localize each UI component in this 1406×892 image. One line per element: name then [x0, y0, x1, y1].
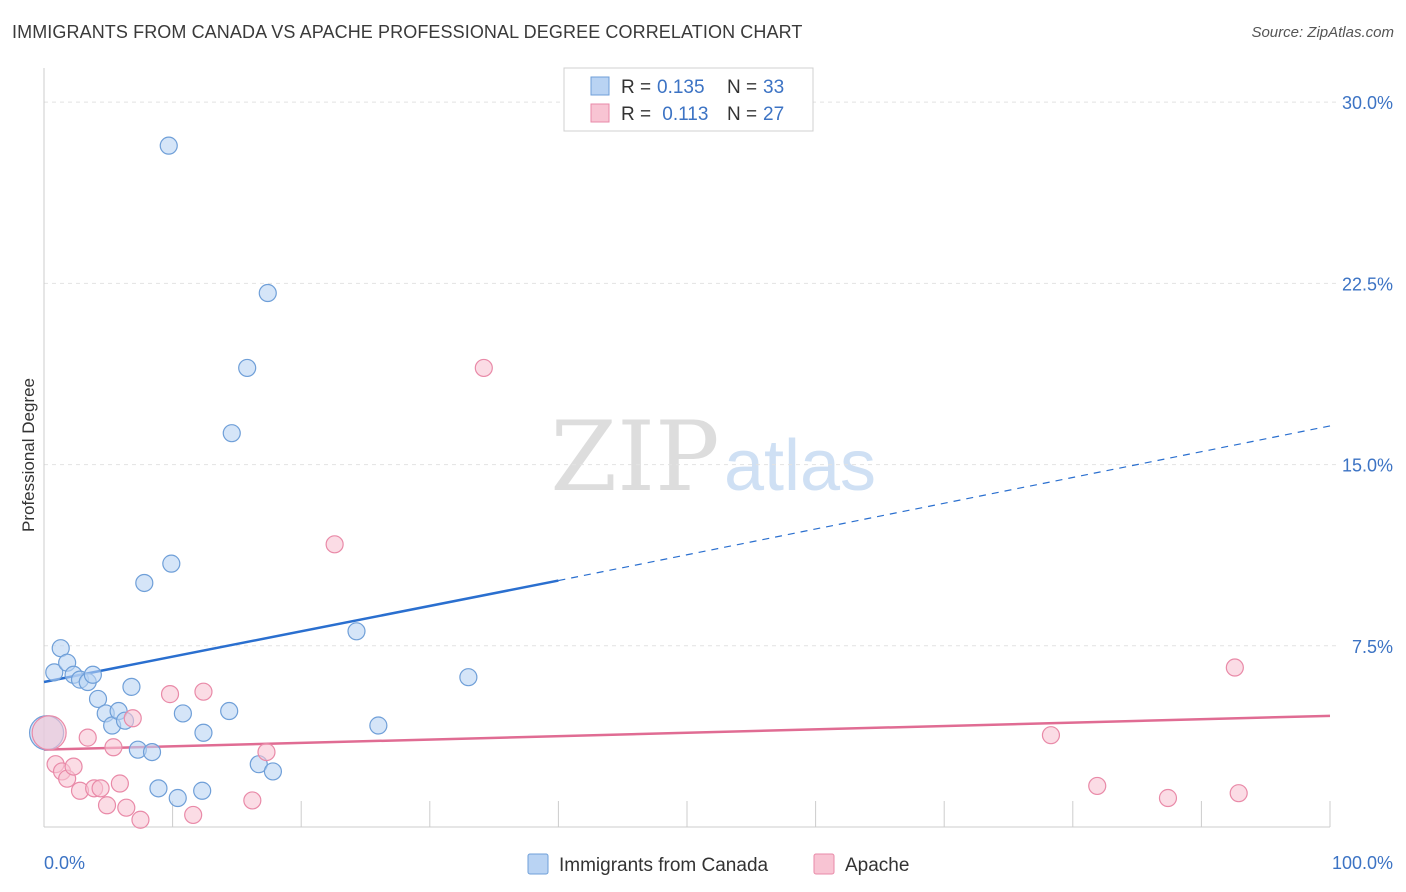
chart-title: IMMIGRANTS FROM CANADA VS APACHE PROFESS… — [12, 22, 803, 42]
y-tick-label: 30.0% — [1342, 93, 1393, 113]
point-apache — [160, 685, 180, 704]
grid-layer — [44, 101, 1338, 647]
watermark: ZIP atlas — [550, 401, 876, 513]
point-canada — [258, 283, 277, 303]
point-apache — [1225, 658, 1244, 677]
y-tick-label: 7.5% — [1352, 637, 1393, 657]
axis-layer: 7.5% 15.0% 22.5% 30.0% 0.0% 100.0% — [43, 68, 1393, 873]
point-apache — [1229, 784, 1248, 803]
stats-legend: R = 0.135 N = 33 R = 0.113 N = 27 — [563, 67, 814, 132]
point-canada — [238, 358, 257, 378]
point-canada — [122, 677, 141, 696]
point-apache — [97, 796, 117, 815]
watermark-zip: ZIP — [550, 401, 719, 513]
legend-label-canada: Immigrants from Canada — [559, 855, 769, 876]
point-canada — [149, 779, 168, 798]
point-canada — [194, 723, 213, 742]
legend-swatch-canada — [527, 853, 549, 875]
point-canada — [173, 704, 192, 723]
stats-r-label-blue: R = — [621, 77, 656, 98]
point-apache — [110, 774, 129, 793]
point-canada — [135, 573, 154, 593]
stats-r-value-pink: 0.113 — [657, 104, 708, 125]
stats-n-label-pink: N = — [727, 104, 762, 125]
point-canada — [193, 781, 212, 800]
point-canada — [159, 136, 178, 155]
point-apache — [194, 682, 213, 701]
stats-r-label-pink: R = — [621, 104, 656, 125]
point-apache — [474, 358, 493, 378]
point-apache — [104, 738, 123, 757]
point-canada — [168, 788, 187, 808]
point-canada — [88, 689, 108, 709]
point-apache — [123, 709, 142, 728]
point-apache — [1041, 726, 1061, 745]
point-apache — [91, 779, 110, 798]
point-apache — [78, 728, 97, 747]
stats-n-value-blue: 33 — [763, 77, 784, 98]
points-layer — [28, 136, 1248, 829]
point-canada — [83, 665, 102, 684]
y-axis-label: Professional Degree — [19, 378, 38, 532]
trendline-extension-canada — [558, 425, 1331, 582]
y-tick-label: 15.0% — [1342, 456, 1393, 476]
point-apache — [1088, 776, 1107, 796]
legend-swatch-apache — [813, 853, 835, 875]
point-apache — [257, 742, 276, 762]
point-canada — [142, 742, 162, 762]
point-canada — [369, 716, 388, 735]
stats-legend-swatch-pink — [590, 103, 610, 123]
stats-n-value-pink: 27 — [763, 104, 784, 125]
point-apache — [1158, 788, 1178, 808]
trend-layer — [43, 425, 1331, 751]
legend-label-apache: Apache — [845, 855, 909, 876]
point-canada — [45, 663, 64, 682]
point-apache — [325, 535, 344, 554]
stats-r-value-blue: 0.135 — [657, 77, 705, 98]
point-canada — [347, 622, 366, 641]
point-apache — [131, 810, 150, 829]
stats-legend-swatch-blue — [590, 76, 610, 96]
trendline-apache — [43, 714, 1331, 751]
point-canada — [459, 668, 478, 687]
trendline-canada — [43, 579, 559, 684]
y-tick-label: 22.5% — [1342, 274, 1393, 294]
series-legend: Immigrants from Canada Apache — [527, 853, 909, 876]
point-apache — [31, 715, 67, 751]
point-apache — [64, 757, 83, 776]
x-tick-label: 100.0% — [1332, 853, 1393, 873]
point-apache — [117, 798, 136, 817]
stats-n-label-blue: N = — [727, 77, 762, 98]
watermark-atlas: atlas — [724, 426, 876, 506]
point-apache — [184, 805, 203, 825]
chart-source: Source: ZipAtlas.com — [1251, 24, 1394, 41]
x-tick-label: 0.0% — [44, 853, 85, 873]
point-canada — [222, 424, 241, 443]
point-canada — [263, 762, 283, 781]
point-canada — [162, 554, 181, 573]
point-canada — [220, 701, 239, 721]
point-apache — [243, 791, 262, 810]
